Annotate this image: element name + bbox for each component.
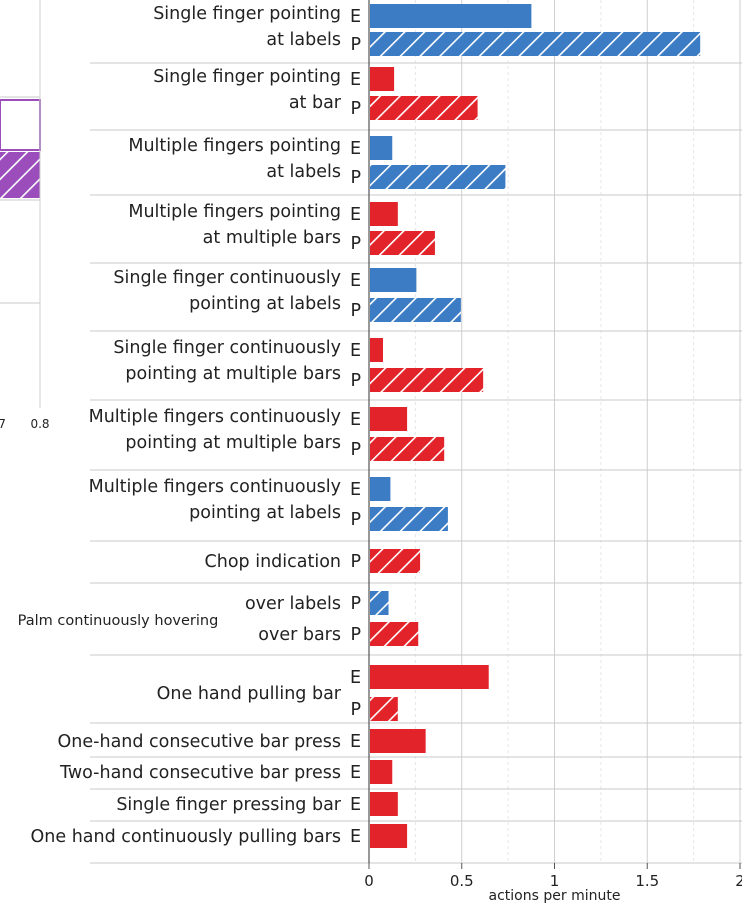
group-label: Single finger pressing bar (116, 795, 341, 815)
bar-25 (370, 824, 408, 848)
group-label: Single finger pointing at labels (153, 4, 341, 50)
left-tick-label: 0.8 (30, 417, 49, 431)
group-label: Multiple fingers pointing at labels (128, 136, 341, 182)
row-code: E (350, 410, 361, 430)
row-code: E (350, 70, 361, 90)
bars (370, 4, 701, 848)
row-code: P (350, 35, 361, 55)
group-sublabel: over bars (258, 625, 341, 645)
bar-16 (370, 507, 448, 531)
bar-11 (370, 338, 383, 362)
group-label: Chop indication (205, 552, 341, 572)
bar-17 (370, 549, 421, 573)
row-code: E (350, 480, 361, 500)
group-label: Two-hand consecutive bar press (59, 763, 341, 783)
group-label: One hand continuously pulling bars (31, 827, 342, 847)
bar-22 (370, 729, 426, 753)
group-label: Multiple fingers continuously pointing at… (89, 477, 341, 523)
bar-19 (370, 622, 419, 646)
bar-21 (370, 697, 398, 721)
bar-23 (370, 760, 393, 784)
left-tick-label: 7 (0, 417, 6, 431)
row-code: P (350, 510, 361, 530)
bar-13 (370, 407, 408, 431)
bar-15 (370, 477, 391, 501)
row-code: E (350, 271, 361, 291)
x-tick-label: 1.5 (635, 872, 659, 890)
left-bar-outline (0, 99, 41, 151)
row-code: E (350, 763, 361, 783)
bar-2 (370, 32, 701, 56)
row-code: P (350, 700, 361, 720)
bar-18 (370, 591, 389, 615)
group-label: Single finger continuously pointing at mu… (113, 338, 341, 384)
bar-20 (370, 665, 489, 689)
row-code: P (350, 552, 361, 572)
row-code: E (350, 341, 361, 361)
group-label: Single finger pointing at bar (153, 67, 342, 113)
bar-12 (370, 368, 484, 392)
row-code: P (350, 168, 361, 188)
bar-4 (370, 96, 478, 120)
row-code: P (350, 99, 361, 119)
group-label: One hand pulling bar (157, 684, 342, 704)
left-bar-hatched (0, 152, 40, 198)
bar-5 (370, 136, 393, 160)
group-sublabel: over labels (245, 594, 341, 614)
x-tick-label: 2 (735, 872, 742, 890)
bar-3 (370, 67, 395, 91)
group-separators (90, 0, 742, 864)
group-label: One-hand consecutive bar press (58, 732, 341, 752)
row-code: E (350, 795, 361, 815)
bar-14 (370, 437, 445, 461)
row-code: E (350, 7, 361, 27)
row-code: P (350, 301, 361, 321)
bar-9 (370, 268, 417, 292)
x-axis: 0 0.5 1 1.5 2 actions per minute (364, 863, 742, 903)
bar-7 (370, 202, 398, 226)
row-code: P (350, 594, 361, 614)
row-code: E (350, 732, 361, 752)
bar-1 (370, 4, 532, 28)
row-code: P (350, 625, 361, 645)
bar-24 (370, 792, 398, 816)
group-label: Multiple fingers continuously pointing at… (89, 407, 341, 453)
row-code: P (350, 371, 361, 391)
row-code: P (350, 440, 361, 460)
bar-10 (370, 298, 461, 322)
x-tick-label: 1 (550, 872, 560, 890)
row-code: E (350, 668, 361, 688)
left-partial-chart: 7 0.8 (0, 0, 50, 431)
group-label: Single finger continuously pointing at la… (113, 268, 341, 314)
x-tick-label: 0.5 (450, 872, 474, 890)
x-tick-label: 0 (364, 872, 374, 890)
bar-6 (370, 165, 506, 189)
row-code: E (350, 205, 361, 225)
x-axis-label: actions per minute (489, 888, 621, 903)
row-code: P (350, 234, 361, 254)
bar-8 (370, 231, 435, 255)
row-code: E (350, 139, 361, 159)
row-code: E (350, 827, 361, 847)
group-label: Multiple fingers pointing at multiple bar… (128, 202, 341, 248)
group-label: Palm continuously hovering (18, 613, 219, 629)
